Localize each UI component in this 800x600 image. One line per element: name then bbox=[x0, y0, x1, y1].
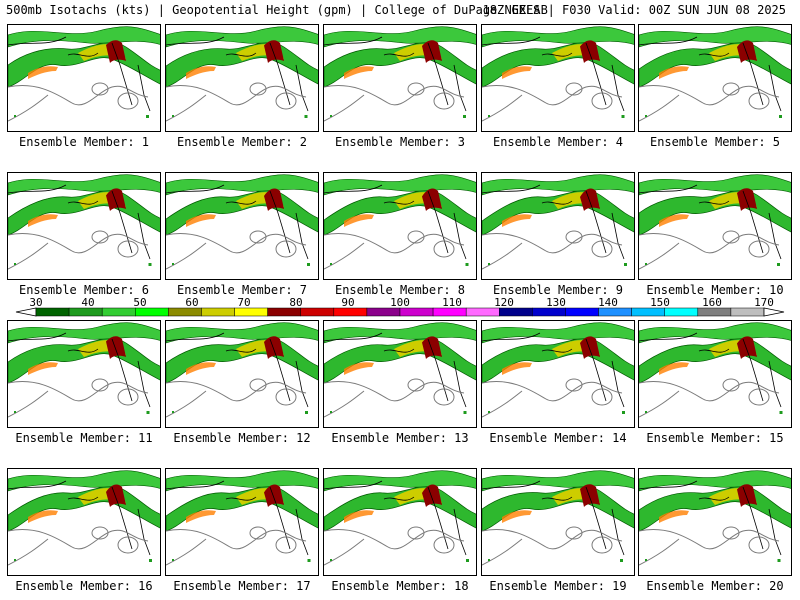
ensemble-map-panel bbox=[323, 24, 477, 132]
colorbar-left-arrow bbox=[15, 307, 37, 317]
ensemble-member-label: Ensemble Member: 8 bbox=[334, 283, 466, 297]
ensemble-member-label: Ensemble Member: 18 bbox=[331, 579, 469, 593]
colorbar-swatch bbox=[432, 307, 467, 317]
ensemble-member-label: Ensemble Member: 9 bbox=[492, 283, 624, 297]
ensemble-map-panel bbox=[638, 24, 792, 132]
colorbar-swatch bbox=[697, 307, 732, 317]
ensemble-map-panel bbox=[323, 468, 477, 576]
isotach-colorbar: 30 40 50 60 70 80 90 100 110 120 130 140 150 160 170 bbox=[15, 296, 785, 317]
colorbar-tick-label: 110 bbox=[442, 296, 462, 309]
ensemble-member-label: Ensemble Member: 12 bbox=[173, 431, 311, 445]
header-title-left: 500mb Isotachs (kts) | Geopotential Heig… bbox=[6, 3, 548, 17]
colorbar-swatch bbox=[300, 307, 335, 317]
colorbar-swatch bbox=[399, 307, 434, 317]
colorbar-tick-label: 50 bbox=[133, 296, 146, 309]
colorbar-tick-label: 60 bbox=[185, 296, 198, 309]
colorbar-swatch bbox=[68, 307, 103, 317]
ensemble-map-panel bbox=[165, 320, 319, 428]
ensemble-member-label: Ensemble Member: 2 bbox=[176, 135, 308, 149]
colorbar-tick-label: 90 bbox=[341, 296, 354, 309]
ensemble-member-label: Ensemble Member: 10 bbox=[646, 283, 784, 297]
ensemble-map-panel bbox=[481, 320, 635, 428]
ensemble-map-panel bbox=[165, 172, 319, 280]
colorbar-swatch bbox=[234, 307, 268, 317]
ensemble-map-panel bbox=[323, 320, 477, 428]
colorbar-tick-label: 80 bbox=[289, 296, 302, 309]
colorbar-swatch bbox=[730, 307, 765, 317]
ensemble-member-label: Ensemble Member: 13 bbox=[331, 431, 469, 445]
colorbar-swatch bbox=[267, 307, 301, 317]
ensemble-map-panel bbox=[638, 468, 792, 576]
colorbar-swatch bbox=[565, 307, 599, 317]
ensemble-map-panel bbox=[638, 320, 792, 428]
colorbar-swatch bbox=[598, 307, 632, 317]
colorbar-swatch bbox=[499, 307, 533, 317]
ensemble-map-panel bbox=[7, 24, 161, 132]
ensemble-member-label: Ensemble Member: 17 bbox=[173, 579, 311, 593]
ensemble-member-label: Ensemble Member: 19 bbox=[489, 579, 627, 593]
ensemble-member-label: Ensemble Member: 6 bbox=[18, 283, 150, 297]
ensemble-map-panel bbox=[7, 320, 161, 428]
colorbar-right-arrow bbox=[763, 307, 785, 317]
ensemble-member-label: Ensemble Member: 15 bbox=[646, 431, 784, 445]
ensemble-map-panel bbox=[481, 172, 635, 280]
colorbar-swatch bbox=[532, 307, 566, 317]
ensemble-map-panel bbox=[638, 172, 792, 280]
ensemble-member-label: Ensemble Member: 4 bbox=[492, 135, 624, 149]
colorbar-swatch bbox=[664, 307, 699, 317]
ensemble-member-label: Ensemble Member: 20 bbox=[646, 579, 784, 593]
ensemble-map-panel bbox=[165, 468, 319, 576]
ensemble-map-panel bbox=[481, 468, 635, 576]
colorbar-swatch bbox=[35, 307, 70, 317]
colorbar-tick-label: 40 bbox=[81, 296, 94, 309]
colorbar-tick-label: 140 bbox=[598, 296, 618, 309]
ensemble-map-panel bbox=[7, 172, 161, 280]
colorbar-tick-label: 30 bbox=[29, 296, 42, 309]
ensemble-map-panel bbox=[7, 468, 161, 576]
ensemble-member-label: Ensemble Member: 16 bbox=[15, 579, 153, 593]
ensemble-map-panel bbox=[165, 24, 319, 132]
colorbar-swatch bbox=[201, 307, 235, 317]
colorbar-swatch bbox=[631, 307, 665, 317]
ensemble-map-panel bbox=[481, 24, 635, 132]
colorbar-swatch bbox=[465, 307, 500, 317]
ensemble-member-label: Ensemble Member: 11 bbox=[15, 431, 153, 445]
colorbar-tick-label: 150 bbox=[650, 296, 670, 309]
colorbar-swatch bbox=[333, 307, 368, 317]
ensemble-member-label: Ensemble Member: 1 bbox=[18, 135, 150, 149]
colorbar-tick-label: 170 bbox=[754, 296, 774, 309]
ensemble-member-label: Ensemble Member: 14 bbox=[489, 431, 627, 445]
ensemble-member-label: Ensemble Member: 3 bbox=[334, 135, 466, 149]
ensemble-map-panel bbox=[323, 172, 477, 280]
colorbar-swatch bbox=[168, 307, 202, 317]
colorbar-swatch bbox=[135, 307, 169, 317]
colorbar-swatch bbox=[101, 307, 136, 317]
colorbar-tick-label: 70 bbox=[237, 296, 250, 309]
colorbar-tick-label: 120 bbox=[494, 296, 514, 309]
ensemble-member-label: Ensemble Member: 5 bbox=[649, 135, 781, 149]
colorbar-tick-label: 100 bbox=[390, 296, 410, 309]
ensemble-member-label: Ensemble Member: 7 bbox=[176, 283, 308, 297]
header-title-right: 18Z GEFS | F030 Valid: 00Z SUN JUN 08 20… bbox=[482, 3, 786, 17]
colorbar-tick-label: 160 bbox=[702, 296, 722, 309]
colorbar-swatch bbox=[366, 307, 401, 317]
colorbar-tick-label: 130 bbox=[546, 296, 566, 309]
